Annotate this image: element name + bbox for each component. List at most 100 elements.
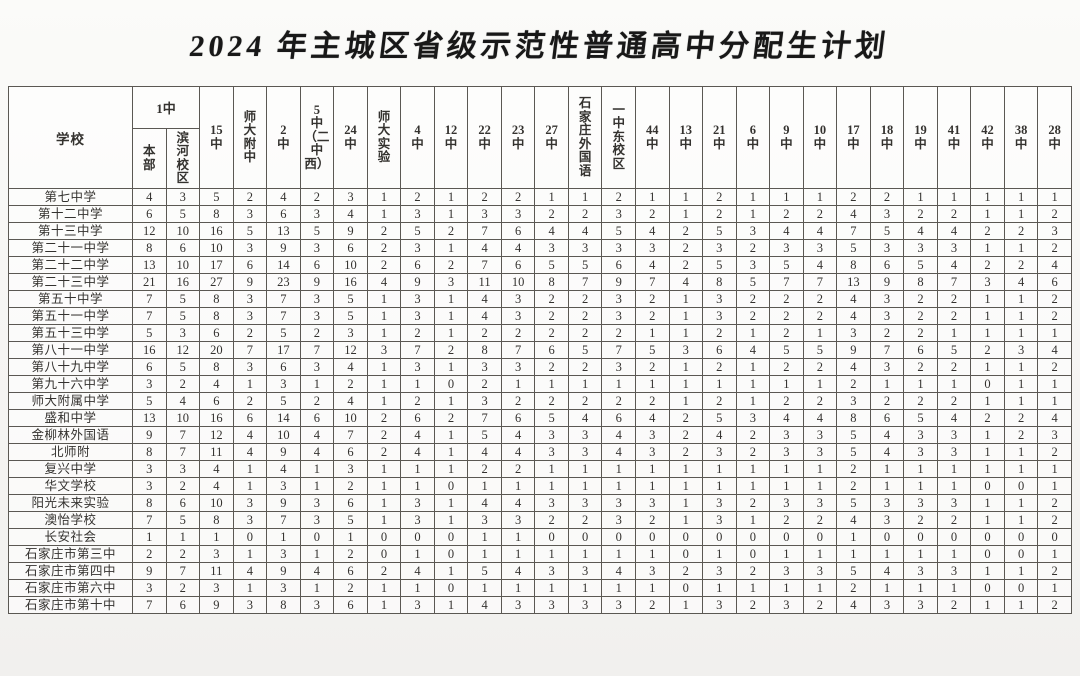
value-cell: 1 — [534, 375, 569, 393]
value-cell: 4 — [836, 307, 871, 325]
value-cell: 1 — [433, 307, 469, 325]
value-cell: 9 — [333, 222, 368, 240]
table-row: 第八十一中学 16 12 20 7 17 7 12 3 7 2 8 7 6 5 7 5 3 6 4 5 5 9 7 6 5 2 3 4 — [8, 341, 1072, 359]
value-cell: 1 — [1003, 511, 1039, 529]
value-cell: 3 — [634, 426, 670, 444]
value-cell: 8 — [132, 494, 167, 512]
header-row-sub: 本部滨河校区 — [9, 128, 1072, 189]
value-cell: 3 — [769, 494, 804, 512]
value-cell: 2 — [165, 477, 201, 495]
value-cell: 1 — [903, 375, 938, 393]
value-cell: 6 — [500, 409, 536, 427]
value-cell: 7 — [266, 511, 301, 529]
value-cell: 4 — [567, 222, 603, 240]
header-char: 中 — [344, 136, 357, 151]
value-cell: 0 — [400, 528, 435, 546]
value-cell: 1 — [769, 375, 804, 393]
table-row: 第八十九中学 6 5 8 3 6 3 4 1 3 1 3 3 2 2 3 2 1 2 1 2 2 4 3 2 2 1 1 2 — [8, 358, 1072, 376]
value-cell: 3 — [601, 511, 636, 529]
value-cell: 2 — [836, 375, 871, 393]
value-cell: 2 — [467, 188, 502, 206]
value-cell: 16 — [333, 273, 368, 291]
value-cell: 7 — [165, 443, 201, 461]
value-cell: 11 — [467, 273, 502, 291]
value-cell: 4 — [467, 443, 502, 461]
value-cell: 1 — [366, 188, 402, 206]
value-cell: 2 — [634, 290, 670, 308]
value-cell: 3 — [769, 239, 804, 257]
value-cell: 1 — [567, 477, 603, 495]
value-cell: 3 — [534, 596, 569, 614]
value-cell: 3 — [702, 443, 737, 461]
value-cell: 3 — [400, 511, 435, 529]
value-cell: 3 — [266, 375, 301, 393]
table-row: 第七中学 4 3 5 2 4 2 3 1 2 1 2 2 1 1 2 1 1 2 1 1 1 2 2 1 1 1 1 1 — [8, 188, 1072, 206]
value-cell: 6 — [400, 409, 435, 427]
value-cell: 1 — [1037, 188, 1072, 206]
value-cell: 5 — [567, 341, 603, 359]
table-row: 第十二中学 6 5 8 3 6 3 4 1 3 1 3 3 2 2 3 2 1 2 1 2 2 4 3 2 2 1 1 2 — [8, 205, 1072, 223]
value-cell: 5 — [333, 307, 368, 325]
value-cell: 2 — [735, 239, 771, 257]
value-cell: 1 — [601, 477, 636, 495]
value-cell: 2 — [668, 239, 704, 257]
value-cell: 4 — [333, 392, 368, 410]
value-cell: 2 — [400, 188, 435, 206]
value-cell: 10 — [333, 256, 368, 274]
value-cell: 1 — [567, 188, 603, 206]
value-cell: 6 — [903, 341, 938, 359]
value-cell: 2 — [735, 307, 771, 325]
subcolumn-header: 本部 — [132, 128, 167, 189]
value-cell: 1 — [970, 426, 1005, 444]
value-cell: 6 — [702, 341, 737, 359]
table-row: 澳怡学校 7 5 8 3 7 3 5 1 3 1 3 3 2 2 3 2 1 3 1 2 2 4 3 2 2 1 1 2 — [8, 511, 1072, 529]
value-cell: 5 — [333, 290, 368, 308]
value-cell: 2 — [534, 358, 569, 376]
value-cell: 7 — [836, 222, 871, 240]
value-cell: 1 — [433, 324, 469, 342]
value-cell: 9 — [836, 341, 871, 359]
value-cell: 2 — [936, 511, 972, 529]
value-cell: 3 — [400, 290, 435, 308]
value-cell: 1 — [970, 460, 1005, 478]
value-cell: 1 — [1003, 188, 1039, 206]
value-cell: 2 — [232, 188, 268, 206]
value-cell: 5 — [299, 222, 335, 240]
header-char: 家 — [578, 109, 592, 124]
header-char: 区 — [612, 156, 625, 171]
value-cell: 2 — [769, 324, 804, 342]
value-cell: 3 — [601, 290, 636, 308]
column-header: 一中东校区 — [601, 86, 636, 189]
value-cell: 1 — [668, 358, 704, 376]
value-cell: 3 — [400, 239, 435, 257]
value-cell: 2 — [1037, 443, 1072, 461]
value-cell: 4 — [802, 256, 838, 274]
value-cell: 1 — [634, 477, 670, 495]
value-cell: 3 — [1037, 222, 1072, 240]
value-cell: 1 — [601, 375, 636, 393]
value-cell: 2 — [836, 460, 871, 478]
value-cell: 0 — [366, 528, 402, 546]
value-cell: 10 — [165, 409, 201, 427]
value-cell: 4 — [936, 409, 972, 427]
value-cell: 1 — [400, 545, 435, 563]
header-char: 中 — [1048, 136, 1061, 151]
value-cell: 4 — [400, 443, 435, 461]
value-cell: 1 — [869, 460, 905, 478]
value-cell: 3 — [299, 494, 335, 512]
school-name: 第五十三中学 — [8, 324, 133, 342]
value-cell: 3 — [769, 596, 804, 614]
value-cell: 2 — [500, 460, 536, 478]
value-cell: 6 — [869, 256, 905, 274]
value-cell: 2 — [903, 290, 938, 308]
value-cell: 1 — [433, 426, 469, 444]
value-cell: 2 — [601, 392, 636, 410]
value-cell: 1 — [869, 579, 905, 597]
value-cell: 1 — [769, 460, 804, 478]
value-cell: 3 — [299, 205, 335, 223]
header-char: 6 — [749, 123, 756, 137]
header-char: 师 — [377, 109, 391, 124]
value-cell: 3 — [869, 358, 905, 376]
header-char: 验 — [377, 150, 391, 164]
value-cell: 2 — [634, 596, 670, 614]
